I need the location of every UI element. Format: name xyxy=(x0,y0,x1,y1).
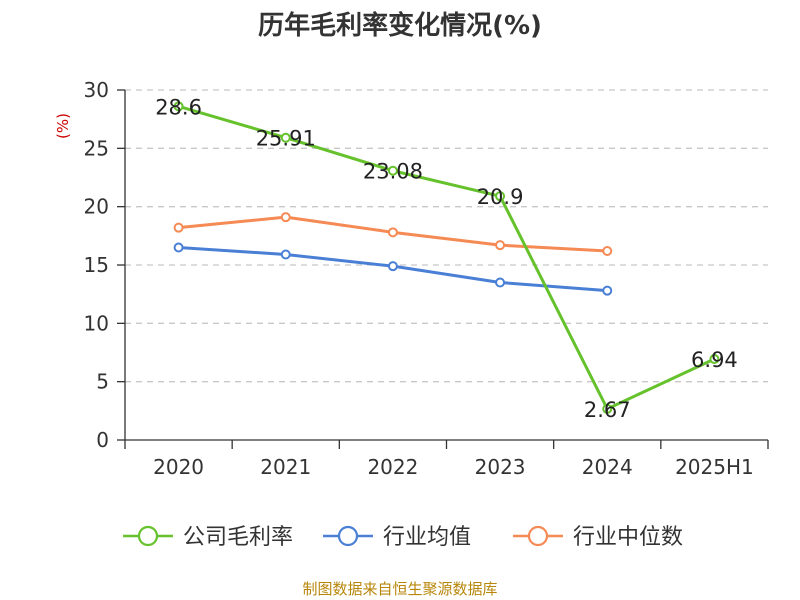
data-point xyxy=(387,261,398,272)
x-tick-label: 2022 xyxy=(367,455,418,479)
x-tick-label: 2021 xyxy=(260,455,311,479)
data-point xyxy=(280,132,291,143)
x-tick-label: 2025H1 xyxy=(675,455,754,479)
y-axis-unit-label: (%) xyxy=(54,113,72,139)
data-point xyxy=(602,403,613,414)
y-tick-label: 0 xyxy=(96,428,109,452)
legend-marker xyxy=(527,525,549,547)
legend-label: 公司毛利率 xyxy=(183,525,293,550)
data-label: 20.9 xyxy=(477,185,524,209)
x-tick-label: 2023 xyxy=(475,455,526,479)
y-tick-label: 10 xyxy=(84,311,109,335)
x-tick-label: 2020 xyxy=(153,455,204,479)
data-point xyxy=(280,212,291,223)
chart-title: 历年毛利率变化情况(%) xyxy=(258,10,542,41)
data-label: 6.94 xyxy=(691,348,738,372)
legend-label: 行业均值 xyxy=(383,525,471,550)
legend-marker xyxy=(337,525,359,547)
x-tick-label: 2024 xyxy=(582,455,633,479)
data-point xyxy=(495,277,506,288)
source-note: 制图数据来自恒生聚源数据库 xyxy=(302,580,497,598)
data-label: 2.67 xyxy=(584,398,631,422)
data-point xyxy=(173,242,184,253)
legend: 公司毛利率 行业均值 行业中位数 xyxy=(123,525,683,550)
data-point xyxy=(602,246,613,256)
data-label: 25.91 xyxy=(256,127,316,151)
data-label: 28.6 xyxy=(155,95,202,119)
data-label: 23.08 xyxy=(363,160,423,184)
data-point xyxy=(709,354,720,365)
data-point xyxy=(495,191,506,202)
data-point xyxy=(602,285,613,296)
y-tick-label: 5 xyxy=(96,370,109,394)
gridlines xyxy=(125,89,768,383)
y-tick-label: 30 xyxy=(84,78,109,102)
y-tick-label: 25 xyxy=(84,136,109,160)
data-point xyxy=(387,165,398,176)
data-labels: 28.6 25.91 23.08 20.9 2.67 6.94 xyxy=(155,95,738,422)
y-tick-label: 15 xyxy=(84,253,109,277)
data-point xyxy=(495,240,506,251)
y-tick-label: 20 xyxy=(84,195,109,219)
data-point xyxy=(387,227,398,238)
data-point xyxy=(173,222,184,233)
legend-label: 行业中位数 xyxy=(573,525,683,550)
data-point xyxy=(173,101,184,112)
legend-marker xyxy=(137,525,159,547)
axes: 0 5 10 15 20 25 30 2020 2021 2022 2023 2024 2025H1 xyxy=(84,78,769,479)
series-line xyxy=(178,104,716,411)
data-point xyxy=(280,249,291,260)
series-lines xyxy=(173,101,720,414)
